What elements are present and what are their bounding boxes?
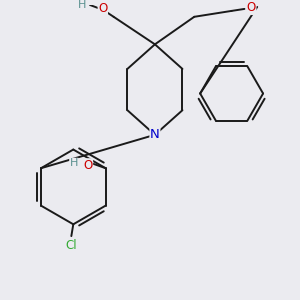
Text: O: O [98,2,107,15]
Text: H: H [70,158,78,168]
Text: O: O [83,159,93,172]
Text: N: N [150,128,160,141]
Text: O: O [247,2,256,14]
Text: H: H [78,0,86,10]
Text: Cl: Cl [65,239,77,252]
